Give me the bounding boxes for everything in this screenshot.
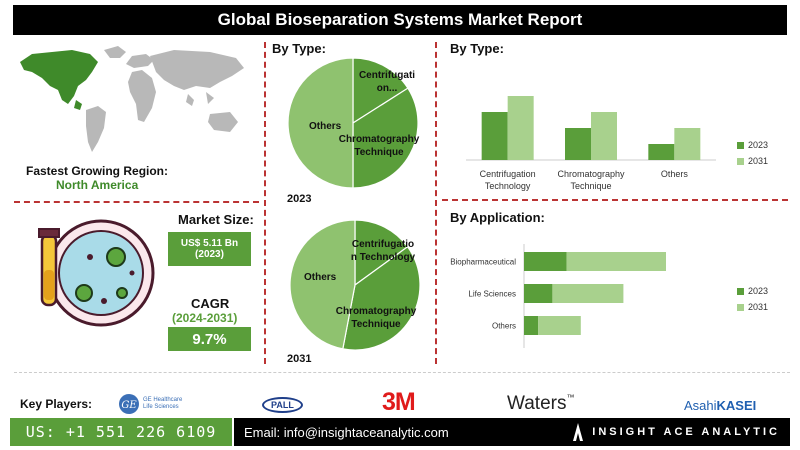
pie-2023-centrifugation-label: Centrifugati on... xyxy=(358,70,416,94)
market-size-label: Market Size: xyxy=(178,212,254,227)
x-tick-label: Others xyxy=(661,169,689,179)
bar-app-2023-0 xyxy=(524,252,567,271)
bar-app-2031-2 xyxy=(538,316,581,335)
legend-item-2031: 2031 xyxy=(737,302,768,312)
legend-swatch-2023 xyxy=(737,141,744,149)
bar-app-2031-0 xyxy=(566,252,666,271)
pie-2023-others-label: Others xyxy=(309,121,342,132)
x-tick-label: Chromatography Technique xyxy=(557,169,625,191)
legend-label-2023: 2023 xyxy=(748,286,769,296)
ge-logo: GE GE Healthcare Life Sciences xyxy=(118,393,182,415)
bar-app-heading: By Application: xyxy=(450,210,545,225)
bar-type-2023-0 xyxy=(481,112,508,160)
region-label: Fastest Growing Region: xyxy=(26,164,169,178)
pie-chart-2031 xyxy=(289,219,421,351)
svg-text:GE: GE xyxy=(121,400,137,411)
legend-label-2023: 2023 xyxy=(748,140,769,150)
footer-brand: INSIGHT ACE ANALYTIC xyxy=(572,422,780,442)
divider-bottom xyxy=(14,372,790,373)
pie-2023-slice-others xyxy=(287,57,354,189)
waters-logo-text: Waters xyxy=(507,393,567,414)
market-size-year: (2023) xyxy=(195,249,224,260)
bar-app-2023-1 xyxy=(524,284,553,303)
legend-label-2031: 2031 xyxy=(748,156,769,166)
pie-2031-year: 2031 xyxy=(287,353,312,365)
north-america-highlight xyxy=(20,50,98,110)
legend-swatch-2031 xyxy=(737,157,744,165)
pie-heading: By Type: xyxy=(272,41,326,56)
legend-label-2031: 2031 xyxy=(748,302,769,312)
bar-type-2031-2 xyxy=(674,128,701,160)
report-title: Global Bioseparation Systems Market Repo… xyxy=(13,5,787,35)
bar-type-2023-1 xyxy=(565,128,591,160)
market-size-value: US$ 5.11 Bn xyxy=(180,238,239,249)
bar-type-2031-0 xyxy=(507,96,534,160)
pie-2031-chromatography-label: Chromatography Technique xyxy=(335,306,417,330)
bar-chart-by-type: Centrifugation Technology Chromatography Te… xyxy=(466,96,716,191)
cagr-value: 9.7% xyxy=(192,330,227,348)
bar-chart-by-application: Biopharmaceutical Life Sciences Others xyxy=(450,244,666,348)
bar-type-heading: By Type: xyxy=(450,41,504,56)
divider-left-horizontal xyxy=(14,201,259,203)
footer-brand-text: INSIGHT ACE ANALYTIC xyxy=(592,426,780,438)
3m-logo: 3M xyxy=(382,388,416,416)
kasei-logo-text: KASEI xyxy=(716,398,757,413)
bar-type-2023-2 xyxy=(648,144,675,160)
legend-swatch-2023 xyxy=(737,287,744,295)
cagr-period: (2024-2031) xyxy=(172,311,238,325)
cagr-label: CAGR xyxy=(191,296,230,311)
key-players-label: Key Players: xyxy=(20,397,93,411)
bar-app-2023-2 xyxy=(524,316,539,335)
ge-logo-line2: Life Sciences xyxy=(143,404,179,410)
legend-swatch-2031 xyxy=(737,303,744,311)
insight-ace-logo-icon xyxy=(573,423,584,441)
y-tick-label: Life Sciences xyxy=(468,290,516,299)
legend-item-2023: 2023 xyxy=(737,286,768,296)
ge-logo-line1: GE Healthcare xyxy=(143,397,183,403)
pie-2031-others-label: Others xyxy=(304,272,337,283)
pall-logo: PALL xyxy=(262,397,303,413)
bar-app-legend: 2023 2031 xyxy=(737,286,768,312)
asahi-kasei-logo: AsahiKASEI xyxy=(684,398,756,413)
legend-item-2023: 2023 xyxy=(737,140,768,150)
pie-2023-slice-chromatography-technique xyxy=(352,87,419,189)
footer-email[interactable]: Email: info@insightaceanalytic.com xyxy=(244,424,449,440)
divider-right xyxy=(435,42,437,364)
pie-2023-year: 2023 xyxy=(287,193,312,205)
asahi-logo-text: Asahi xyxy=(684,398,717,413)
market-size-box: US$ 5.11 Bn (2023) xyxy=(168,232,251,266)
cagr-box: 9.7% xyxy=(168,327,251,351)
divider-left xyxy=(264,42,266,364)
pie-chart-2023 xyxy=(287,57,419,189)
petri-dish-icon xyxy=(38,219,155,327)
region-value: North America xyxy=(56,178,139,192)
pie-2031-slice-others xyxy=(289,219,356,350)
bar-app-2031-1 xyxy=(552,284,624,303)
y-tick-label: Biopharmaceutical xyxy=(450,258,516,267)
pie-2023-slice-centrifugation-technology xyxy=(352,57,409,125)
ge-monogram-icon: GE xyxy=(119,394,139,414)
footer-bar: Email: info@insightaceanalytic.com INSIG… xyxy=(234,418,790,446)
world-map xyxy=(20,46,244,152)
x-tick-label: Centrifugation Technology xyxy=(480,169,536,191)
pie-2023-chromatography-label: Chromatography Technique xyxy=(338,134,420,158)
waters-logo-tm: ™ xyxy=(566,393,575,402)
footer-phone[interactable]: US: +1 551 226 6109 xyxy=(10,418,232,446)
waters-logo: Waters™ xyxy=(507,393,574,415)
divider-right-horizontal xyxy=(442,199,788,201)
y-tick-label: Others xyxy=(492,322,516,331)
pie-2031-slice-centrifugation-technology xyxy=(354,219,409,287)
legend-item-2031: 2031 xyxy=(737,156,768,166)
pie-2031-slice-chromatography-technique xyxy=(342,245,421,351)
pie-2031-centrifugation-label: Centrifugatio n Technology xyxy=(350,239,416,263)
bar-type-2031-1 xyxy=(591,112,617,160)
bar-type-legend: 2023 2031 xyxy=(737,140,768,166)
